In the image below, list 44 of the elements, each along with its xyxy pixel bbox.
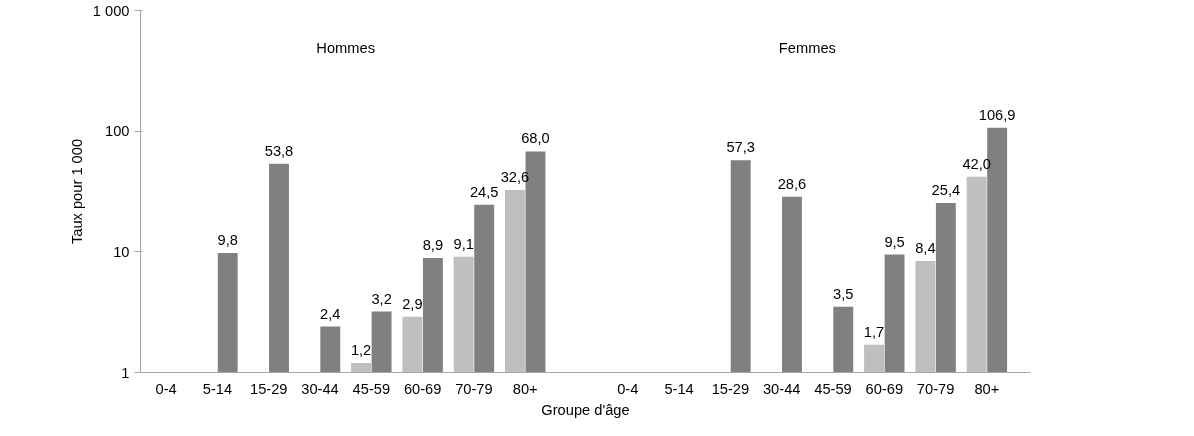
y-tick-label: 100 — [105, 123, 130, 140]
data-label: 9,8 — [217, 231, 238, 248]
data-label: 1,2 — [350, 341, 372, 358]
x-tick-label: 30-44 — [762, 380, 801, 397]
data-label: 2,9 — [402, 295, 423, 312]
x-tick-label: 70-79 — [455, 380, 493, 397]
data-label: 53,8 — [264, 142, 294, 159]
x-tick-label: 45-59 — [814, 380, 852, 397]
data-label: 28,6 — [777, 175, 807, 192]
data-label: 57,3 — [726, 139, 755, 156]
y-tick-label: 1 000 — [92, 2, 130, 19]
x-tick-label: 30-44 — [301, 380, 339, 397]
data-label: 32,6 — [500, 168, 530, 185]
data-label: 3,2 — [371, 290, 392, 307]
data-label: 8,4 — [915, 239, 936, 256]
data-label: 24,5 — [469, 183, 499, 200]
data-label: 8,9 — [422, 236, 444, 253]
x-axis-title: Groupe d'âge — [541, 401, 630, 418]
x-tick-label: 80+ — [512, 380, 538, 397]
x-tick-label: 5-14 — [202, 380, 233, 397]
data-label: 2,4 — [320, 305, 341, 322]
data-label: 1,7 — [863, 323, 885, 340]
data-label: 9,1 — [453, 235, 474, 252]
data-label: 42,0 — [962, 155, 991, 172]
x-tick-label: 0-4 — [617, 380, 639, 397]
x-tick-label: 15-29 — [711, 380, 750, 397]
x-tick-label: 15-29 — [250, 380, 288, 397]
data-label: 9,5 — [884, 233, 905, 250]
x-tick-label: 60-69 — [403, 380, 442, 397]
annotation: Femmes — [778, 39, 836, 56]
data-label: 68,0 — [521, 130, 550, 147]
x-tick-label: 80+ — [974, 380, 1000, 397]
annotation: Hommes — [316, 39, 376, 56]
x-tick-label: 5-14 — [664, 380, 694, 397]
y-tick-label: 1 — [121, 364, 130, 381]
x-tick-label: 45-59 — [352, 380, 391, 397]
y-axis-title: Taux pour 1 000 — [68, 138, 85, 245]
y-tick-label: 10 — [113, 243, 130, 260]
data-label: 25,4 — [931, 181, 961, 198]
x-tick-label: 60-69 — [865, 380, 904, 397]
data-label: 3,5 — [833, 285, 854, 302]
x-tick-label: 0-4 — [155, 380, 177, 397]
x-tick-label: 70-79 — [916, 380, 955, 397]
data-label: 106,9 — [978, 106, 1016, 123]
